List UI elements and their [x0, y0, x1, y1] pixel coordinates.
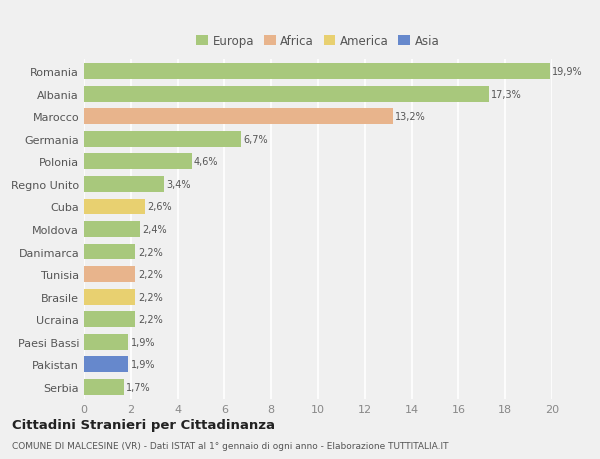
Bar: [84, 379, 124, 395]
Text: 17,3%: 17,3%: [491, 90, 522, 100]
Bar: [84, 154, 191, 170]
Text: 2,2%: 2,2%: [138, 292, 163, 302]
Bar: [84, 109, 393, 125]
Text: 2,6%: 2,6%: [147, 202, 172, 212]
Bar: [84, 64, 550, 80]
Bar: [84, 244, 136, 260]
Text: 19,9%: 19,9%: [552, 67, 583, 77]
Bar: [84, 334, 128, 350]
Text: 1,9%: 1,9%: [131, 337, 155, 347]
Bar: [84, 357, 128, 372]
Bar: [84, 199, 145, 215]
Text: COMUNE DI MALCESINE (VR) - Dati ISTAT al 1° gennaio di ogni anno - Elaborazione : COMUNE DI MALCESINE (VR) - Dati ISTAT al…: [12, 441, 449, 450]
Bar: [84, 289, 136, 305]
Text: 1,7%: 1,7%: [126, 382, 151, 392]
Bar: [84, 312, 136, 327]
Text: 6,7%: 6,7%: [243, 134, 268, 145]
Bar: [84, 222, 140, 237]
Text: 2,2%: 2,2%: [138, 247, 163, 257]
Text: 3,4%: 3,4%: [166, 179, 190, 190]
Text: 2,2%: 2,2%: [138, 269, 163, 280]
Bar: [84, 177, 164, 192]
Text: 4,6%: 4,6%: [194, 157, 218, 167]
Bar: [84, 132, 241, 147]
Text: 13,2%: 13,2%: [395, 112, 426, 122]
Text: 2,4%: 2,4%: [143, 224, 167, 235]
Legend: Europa, Africa, America, Asia: Europa, Africa, America, Asia: [194, 33, 442, 50]
Bar: [84, 87, 489, 102]
Text: 2,2%: 2,2%: [138, 314, 163, 325]
Bar: [84, 267, 136, 282]
Text: Cittadini Stranieri per Cittadinanza: Cittadini Stranieri per Cittadinanza: [12, 418, 275, 431]
Text: 1,9%: 1,9%: [131, 359, 155, 369]
